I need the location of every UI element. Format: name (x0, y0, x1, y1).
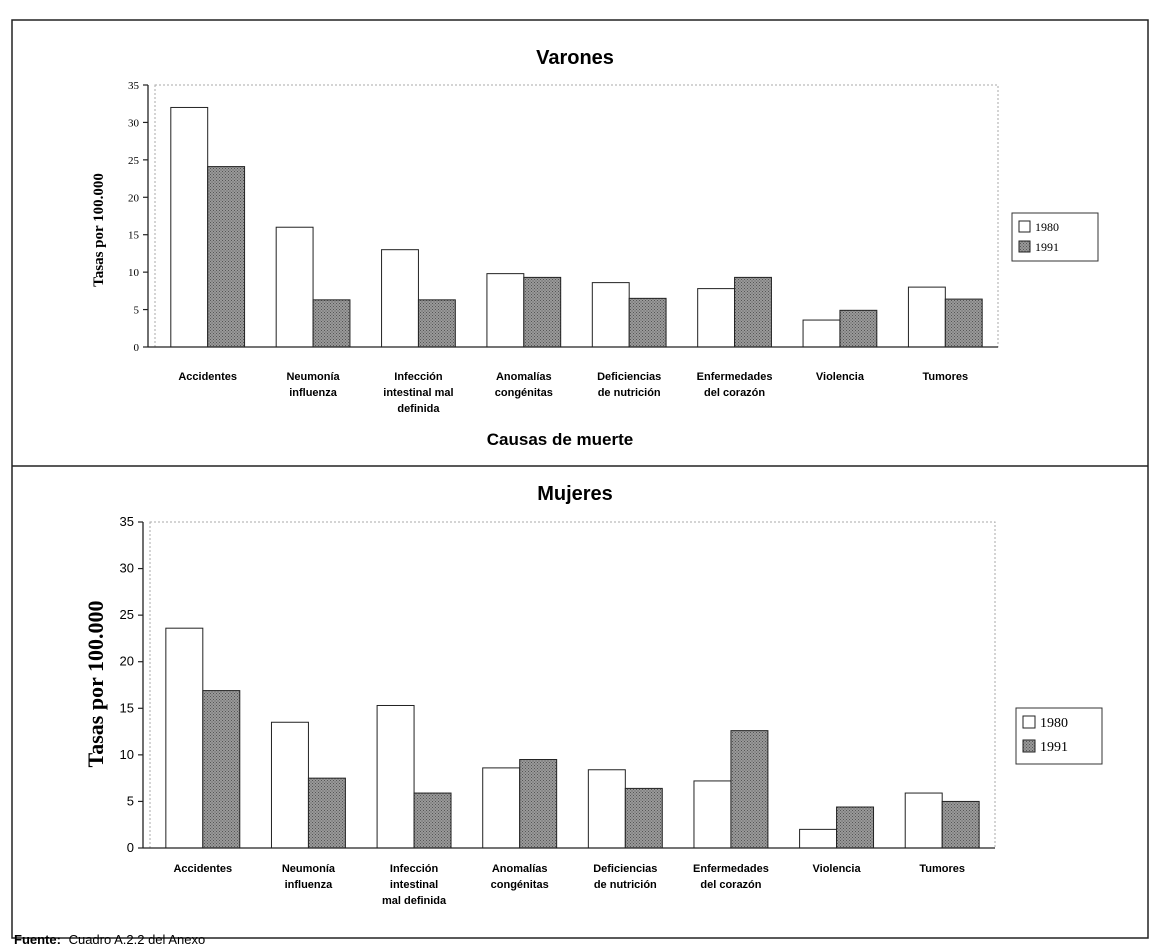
legend-label-1980: 1980 (1035, 220, 1059, 234)
chart-varones: Varones Tasas por 100.000 Causas de muer… (91, 47, 1099, 449)
bar-1991-5 (734, 276, 772, 348)
y-tick-label: 35 (120, 514, 134, 529)
y-tick-label: 10 (120, 747, 134, 762)
category-label: Anomalías congénitas (495, 371, 553, 399)
bar-1980-3 (486, 273, 525, 348)
y-tick-label: 5 (127, 793, 134, 808)
bar-1980-1 (270, 721, 309, 849)
bar-1980-0 (170, 106, 209, 348)
category-label: Infección intestinal mal definida (383, 371, 453, 415)
y-axis-label: Tasas por 100.000 (91, 173, 107, 287)
chart-mujeres: Mujeres Tasas por 100.000 0 5 10 15 20 25 30 35… (83, 483, 1103, 907)
source-label: Fuente: (14, 932, 61, 947)
bar-1991-3 (519, 759, 558, 849)
bar-1980-4 (587, 769, 626, 849)
category-label: Neumonía influenza (282, 863, 336, 891)
bar-1991-0 (207, 166, 246, 348)
y-tick-label: 35 (128, 80, 140, 92)
bar-1991-6 (836, 806, 875, 849)
y-tick-label: 15 (120, 700, 134, 715)
category-label: Enfermedades del corazón (693, 863, 769, 891)
y-tick-label: 20 (120, 654, 134, 669)
y-tick-label: 10 (128, 267, 140, 279)
category-label: Neumonía influenza (286, 371, 340, 399)
bar-1980-7 (904, 792, 943, 849)
category-label: Tumores (919, 863, 965, 875)
legend-label-1980: 1980 (1040, 716, 1068, 731)
bar-1980-4 (591, 282, 630, 348)
category-label: Deficiencias de nutrición (593, 863, 657, 891)
legend-swatch-1991 (1018, 240, 1031, 253)
bar-1991-7 (941, 800, 980, 849)
y-tick-label: 0 (127, 840, 134, 855)
x-axis-label: Causas de muerte (487, 430, 633, 449)
bar-1991-3 (523, 276, 562, 348)
bar-1980-6 (799, 828, 838, 849)
category-label: Deficiencias de nutrición (597, 371, 661, 399)
y-tick-label: 30 (128, 117, 140, 129)
bar-1980-2 (381, 249, 419, 348)
category-label: Accidentes (178, 371, 237, 383)
y-tick-label: 5 (134, 305, 140, 317)
source-note: Fuente: Cuadro A.2.2 del Anexo (14, 932, 205, 947)
bar-1980-3 (482, 767, 521, 849)
category-label: Infección intestinal mal definida (382, 863, 447, 907)
chart-title: Varones (536, 47, 614, 69)
bar-1980-2 (376, 704, 415, 849)
bar-1991-5 (730, 730, 769, 849)
bar-1980-6 (802, 319, 841, 348)
bar-1980-0 (165, 627, 204, 849)
bar-1980-1 (275, 226, 314, 348)
bars (165, 627, 980, 849)
category-label: Enfermedades del corazón (697, 371, 773, 399)
source-text: Cuadro A.2.2 del Anexo (69, 932, 206, 947)
plot-area (154, 84, 999, 348)
bar-1991-0 (202, 690, 241, 849)
category-label: Accidentes (173, 863, 232, 875)
bar-1980-7 (907, 286, 946, 348)
y-tick-label: 15 (128, 230, 140, 242)
category-label: Violencia (813, 863, 862, 875)
category-label: Tumores (922, 371, 968, 383)
legend-label-1991: 1991 (1040, 740, 1068, 755)
legend-swatch-1991 (1022, 739, 1036, 753)
legend-label-1991: 1991 (1035, 240, 1059, 254)
bar-1991-4 (624, 787, 663, 849)
x-axis: Accidentes Neumonía influenza Infección inte… (148, 346, 998, 415)
bar-1980-5 (697, 288, 736, 348)
y-tick-label: 25 (128, 155, 140, 167)
legend-swatch-1980 (1018, 220, 1031, 233)
bar-1991-7 (944, 298, 983, 348)
bar-1991-2 (417, 299, 456, 348)
y-axis: 0 5 10 15 20 25 30 35 (120, 514, 144, 855)
y-axis: 0 5 10 15 20 25 30 35 (128, 80, 149, 354)
x-axis: Accidentes Neumonía influenza Infección inte… (143, 847, 995, 907)
category-label: Violencia (816, 371, 865, 383)
figure-frame (11, 19, 1149, 939)
bar-1991-2 (413, 792, 452, 849)
legend: 1980 1991 (1015, 707, 1103, 765)
y-tick-label: 0 (134, 342, 140, 354)
category-label: Anomalías congénitas (491, 863, 549, 891)
bar-1991-4 (628, 297, 667, 348)
bar-1991-1 (312, 299, 351, 348)
legend: 1980 1991 (1011, 212, 1099, 262)
y-tick-label: 20 (128, 192, 140, 204)
bar-1991-1 (307, 777, 346, 849)
chart-title: Mujeres (537, 483, 613, 505)
legend-swatch-1980 (1022, 715, 1036, 729)
y-tick-label: 25 (120, 607, 134, 622)
bar-1991-6 (839, 309, 878, 348)
bars (170, 106, 983, 348)
y-tick-label: 30 (120, 561, 134, 576)
bar-1980-5 (693, 780, 732, 849)
y-axis-label: Tasas por 100.000 (83, 601, 108, 768)
